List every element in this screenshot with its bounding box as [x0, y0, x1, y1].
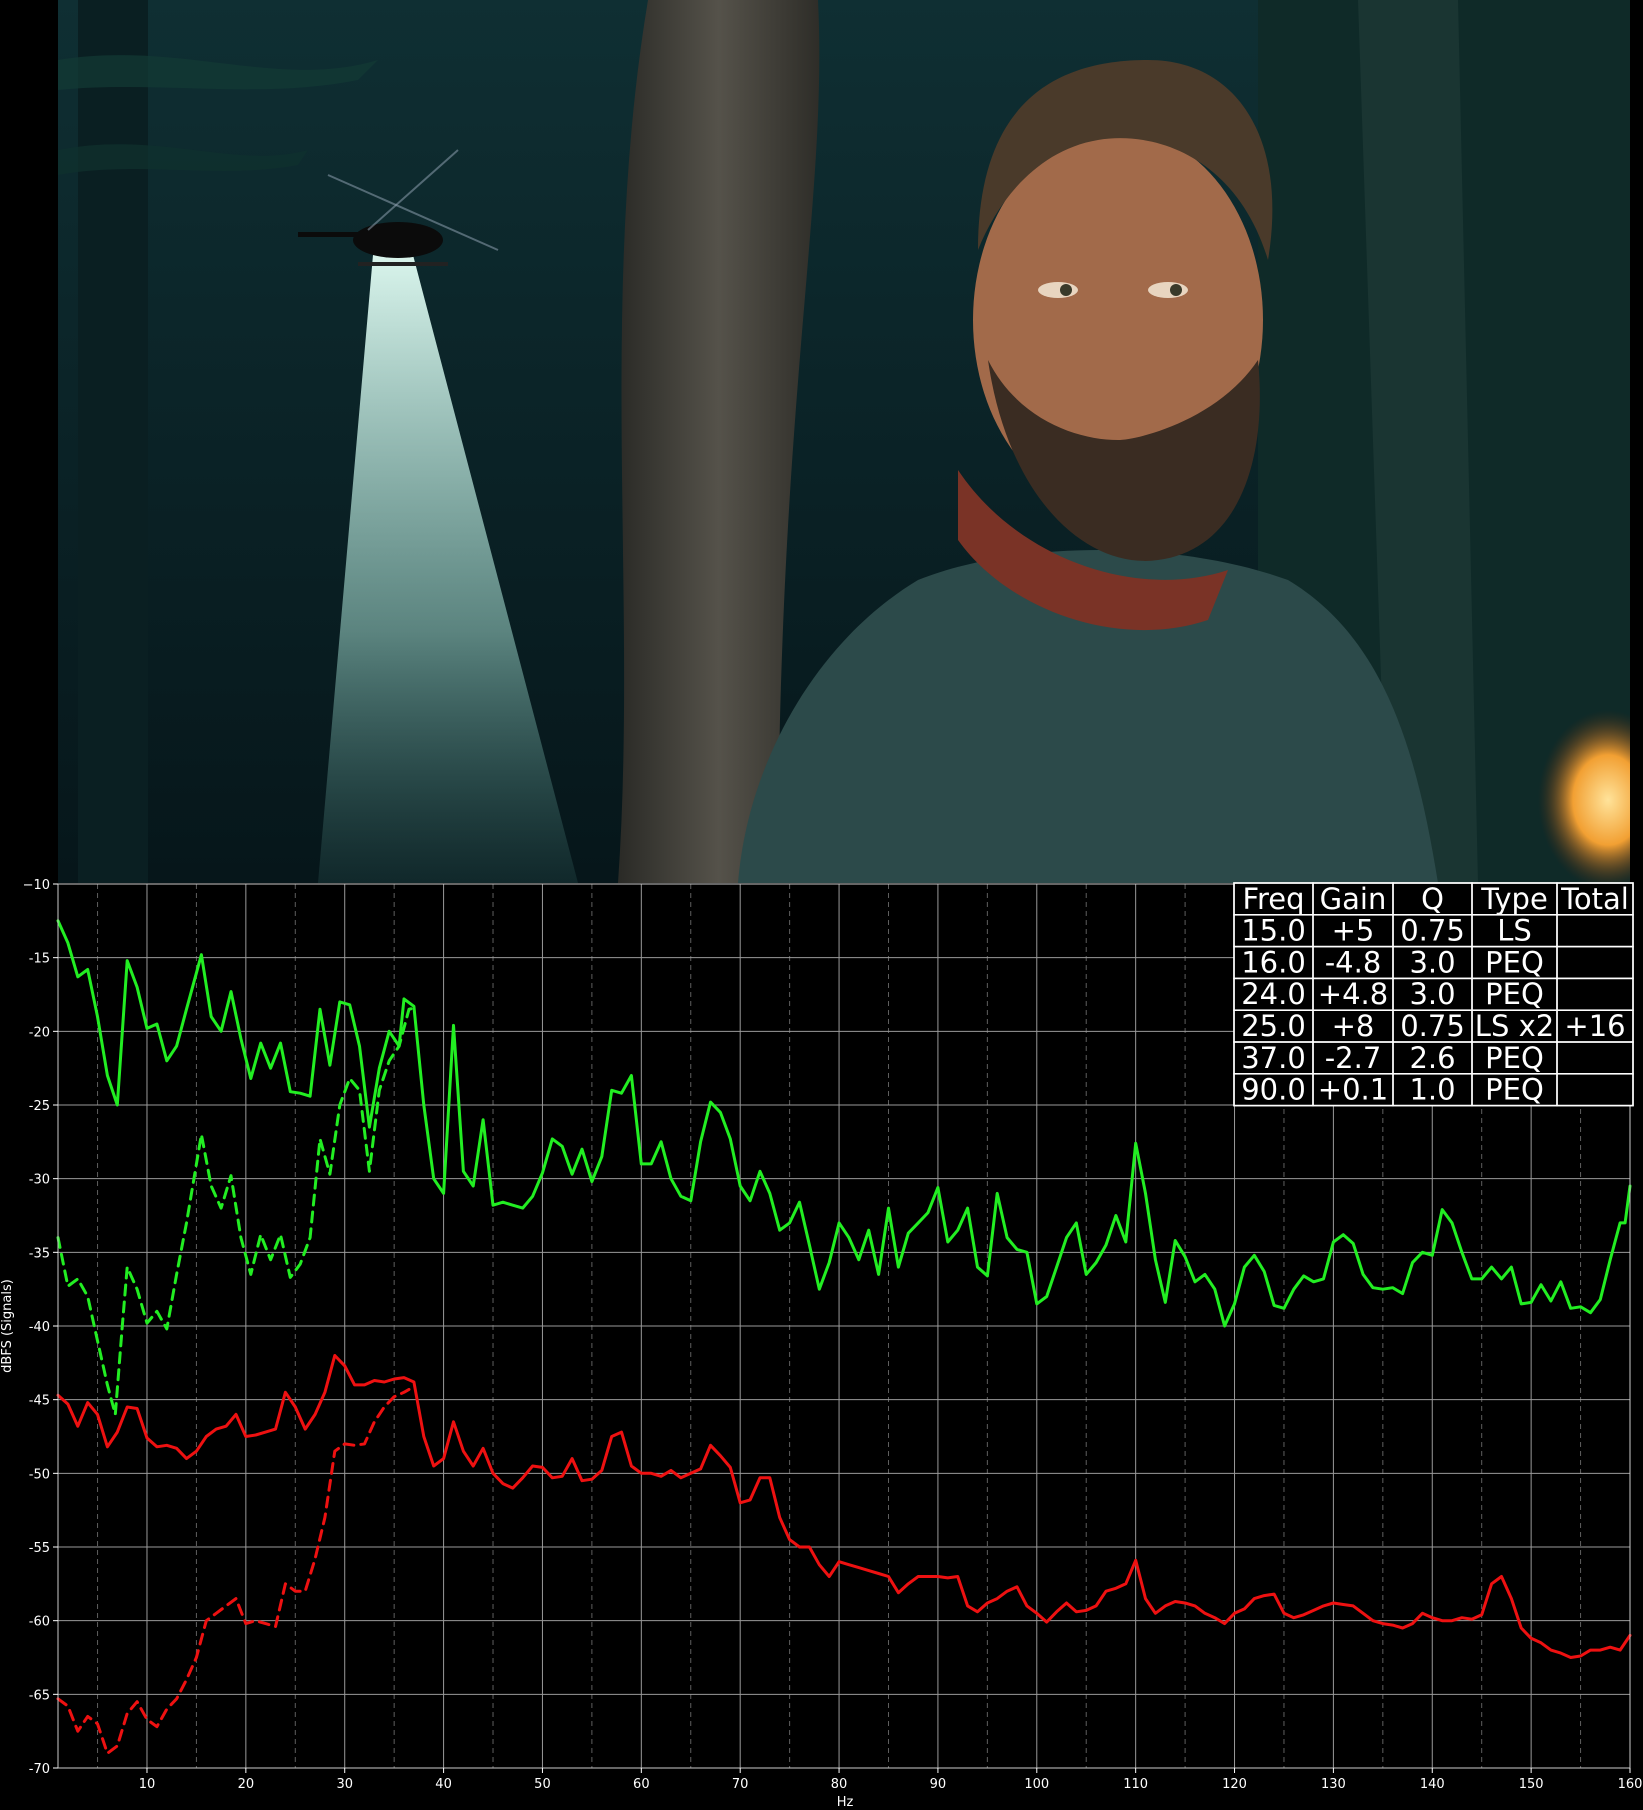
x-tick-label: 10 [139, 1777, 156, 1792]
eq-table-value: +4.8 [1318, 977, 1388, 1011]
x-tick-label: 140 [1420, 1777, 1445, 1792]
eq-table-header: Gain [1320, 882, 1387, 916]
eq-table-value: PEQ [1485, 1073, 1544, 1107]
series-line-1 [56, 1006, 418, 1416]
eq-table-cell [1556, 1073, 1634, 1107]
eq-table-header: Q [1421, 882, 1444, 916]
x-tick-label: 70 [732, 1777, 749, 1792]
x-tick-label: 100 [1024, 1777, 1049, 1792]
y-tick-label: −10 [23, 878, 50, 893]
x-tick-label: 40 [435, 1777, 452, 1792]
eq-table-value: 2.6 [1409, 1041, 1455, 1075]
eq-table-value: LS x2 [1475, 1009, 1554, 1043]
y-tick-labels: −10 -15 -20 -25 -30 -35 -40 -45 -50 -55 -60 -65 -70 [23, 878, 58, 1777]
x-tick-labels: 10 20 30 40 50 60 70 80 90 100 110 120 130 140 150 160 [139, 1768, 1643, 1792]
eq-table-value: 90.0 [1241, 1073, 1306, 1107]
eq-table-header: Freq [1242, 882, 1304, 916]
eq-table-value: -2.7 [1325, 1041, 1382, 1075]
eq-table-value: -4.8 [1325, 945, 1382, 979]
series-line-2 [56, 1354, 1632, 1659]
eq-table-header: Total [1560, 882, 1629, 916]
eq-table-frame [1233, 882, 1634, 1107]
eq-table-value: LS [1497, 914, 1532, 948]
y-tick-label: -30 [29, 1173, 50, 1188]
y-tick-label: -60 [29, 1615, 50, 1630]
y-axis-label: dBFS (Signals) [0, 1279, 15, 1373]
x-tick-label: 120 [1222, 1777, 1247, 1792]
y-tick-label: -15 [29, 952, 50, 967]
eq-table-value: 16.0 [1241, 945, 1306, 979]
y-tick-label: -45 [29, 1394, 50, 1409]
y-tick-label: -50 [29, 1467, 50, 1482]
eq-table-value: PEQ [1485, 977, 1544, 1011]
series-line-0 [56, 919, 1632, 1328]
x-tick-label: 80 [831, 1777, 848, 1792]
y-tick-label: -70 [29, 1762, 50, 1777]
y-tick-label: -40 [29, 1320, 50, 1335]
eq-settings-table: Freq Gain Q Type Total 15.0 +5 0.75 LS 16.0 -4.8 3.… [1233, 882, 1634, 1107]
eq-table-value: 3.0 [1409, 945, 1455, 979]
x-tick-label: 30 [336, 1777, 353, 1792]
x-tick-label: 110 [1123, 1777, 1148, 1792]
eq-table-value: +0.1 [1318, 1073, 1388, 1107]
y-tick-label: -65 [29, 1688, 50, 1703]
x-tick-label: 160 [1618, 1777, 1643, 1792]
series-line-3 [56, 1387, 411, 1755]
eq-table-value: 0.75 [1400, 914, 1465, 948]
eq-table-value: 15.0 [1241, 914, 1306, 948]
x-tick-label: 150 [1519, 1777, 1544, 1792]
x-tick-label: 20 [238, 1777, 255, 1792]
x-tick-label: 60 [633, 1777, 650, 1792]
eq-table-value: 0.75 [1400, 1009, 1465, 1043]
eq-table-value: 3.0 [1409, 977, 1455, 1011]
eq-table-header: Type [1480, 882, 1548, 916]
y-tick-label: -20 [29, 1025, 50, 1040]
eq-table-value: PEQ [1485, 1041, 1544, 1075]
eq-table-value: 37.0 [1241, 1041, 1306, 1075]
eq-table-value: 1.0 [1409, 1073, 1455, 1107]
x-tick-label: 90 [930, 1777, 947, 1792]
eq-table-value: +8 [1332, 1009, 1375, 1043]
poster-illustration [58, 0, 1630, 883]
poster-image [58, 0, 1630, 883]
y-tick-label: -25 [29, 1099, 50, 1114]
y-tick-label: -55 [29, 1541, 50, 1556]
eq-table-value: +16 [1564, 1009, 1625, 1043]
x-tick-label: 130 [1321, 1777, 1346, 1792]
eq-table-value: 24.0 [1241, 977, 1306, 1011]
eq-table-value: +5 [1332, 914, 1375, 948]
x-axis-label: Hz [837, 1795, 854, 1810]
y-tick-label: -35 [29, 1246, 50, 1261]
eq-table-value: PEQ [1485, 945, 1544, 979]
x-tick-label: 50 [534, 1777, 551, 1792]
eq-table-value: 25.0 [1241, 1009, 1306, 1043]
chart-series [56, 919, 1632, 1755]
